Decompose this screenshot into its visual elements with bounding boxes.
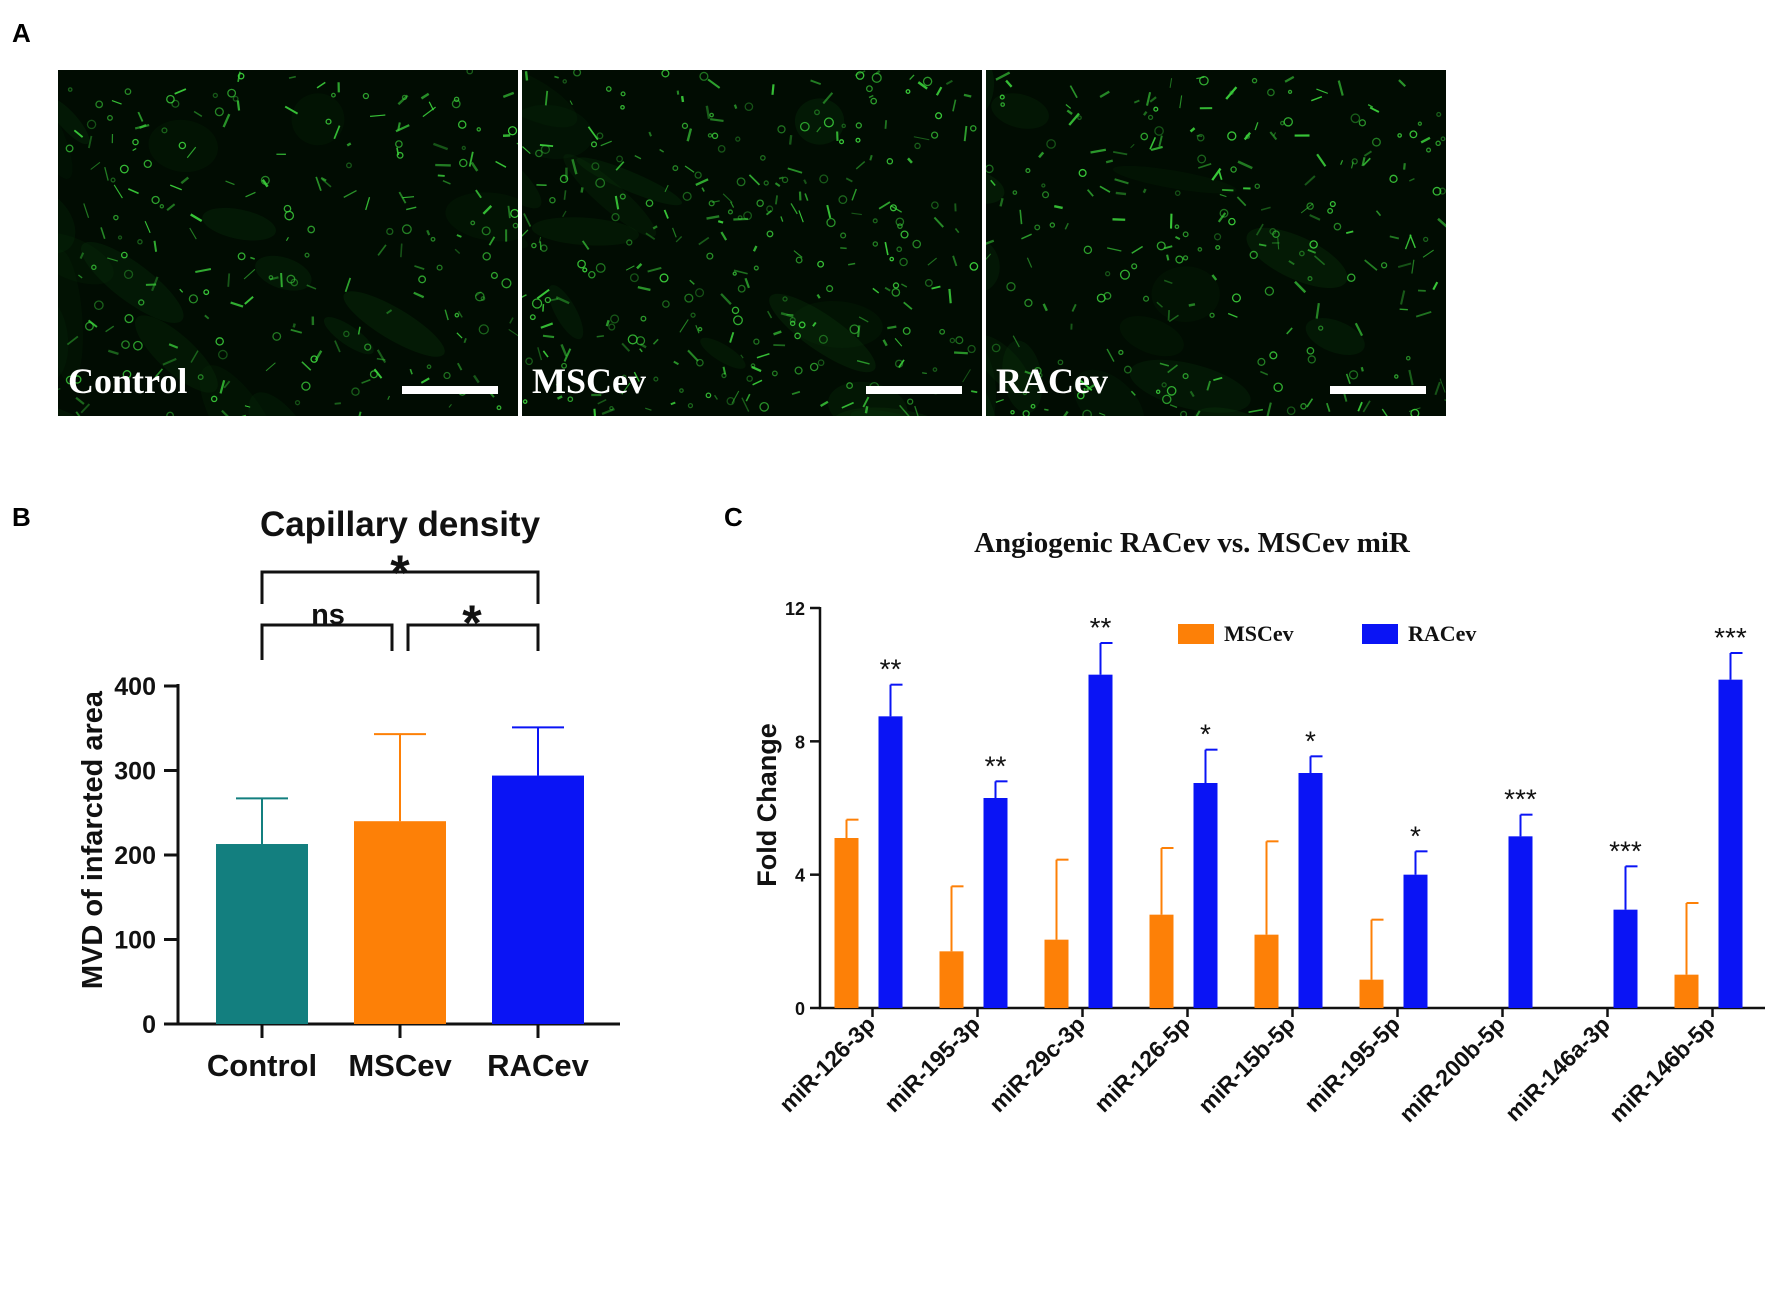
- y-tick-label: 12: [785, 599, 805, 619]
- sig-label-control-racev: *: [390, 545, 410, 601]
- bar-mscev: [1149, 914, 1174, 1008]
- y-tick-label: 0: [795, 999, 805, 1019]
- sig-label: *: [1410, 820, 1421, 851]
- x-tick-label: miR-29c-3p: [984, 1011, 1090, 1117]
- bar-mscev: [354, 821, 446, 1024]
- x-tick-label: miR-146b-5p: [1604, 1011, 1720, 1127]
- capillary-density-chart: Capillary density MVD of infarcted area …: [77, 505, 620, 1080]
- y-tick-label: 200: [114, 842, 156, 870]
- bar-mscev: [834, 838, 859, 1008]
- sig-label: ***: [1609, 835, 1642, 866]
- sig-label-ns: ns: [311, 599, 345, 631]
- x-tick-label: miR-126-3p: [774, 1011, 880, 1117]
- y-tick-label: 400: [114, 673, 156, 701]
- panel-label-b: B: [12, 502, 31, 532]
- bar-racev: [983, 798, 1008, 1008]
- bracket-mscev-racev: [406, 623, 540, 651]
- sig-label: **: [1090, 612, 1112, 643]
- sig-label: ***: [1504, 784, 1537, 815]
- x-tick-label: RACev: [487, 1048, 589, 1080]
- bracket-control-racev: [260, 570, 540, 604]
- scale-bar: [866, 386, 962, 394]
- y-tick-label: 4: [795, 866, 805, 886]
- x-tick-label: Control: [207, 1048, 317, 1080]
- micrograph-control-image: [58, 70, 518, 416]
- bracket-control-mscev: [260, 623, 394, 660]
- sig-label-mscev-racev: *: [462, 595, 482, 651]
- micrograph-label-racev: RACev: [996, 361, 1108, 401]
- bar-racev: [1088, 674, 1113, 1008]
- x-tick-label: miR-200b-5p: [1394, 1011, 1510, 1127]
- x-tick-label: miR-15b-5p: [1193, 1011, 1300, 1118]
- y-tick-label: 100: [114, 927, 156, 955]
- bar-racev: [1718, 679, 1743, 1008]
- chart-b-ylabel: MVD of infarcted area: [77, 690, 109, 989]
- sig-label: **: [880, 654, 902, 685]
- micrograph-control: Control: [58, 70, 518, 416]
- micrograph-label-mscev: MSCev: [532, 361, 646, 401]
- micrograph-mscev-image: [522, 70, 979, 416]
- bar-racev: [1613, 909, 1638, 1008]
- bar-racev: [492, 775, 584, 1024]
- bar-racev: [878, 716, 903, 1008]
- bar-racev: [1298, 773, 1323, 1008]
- scale-bar: [402, 386, 498, 394]
- y-tick-label: 300: [114, 758, 156, 786]
- legend-swatch-mscev: [1178, 624, 1214, 644]
- x-tick-label: miR-195-3p: [879, 1011, 985, 1117]
- micrograph-label-control: Control: [68, 361, 188, 401]
- panel-label-a: A: [12, 18, 31, 48]
- bar-racev: [1193, 783, 1218, 1008]
- bar-control: [216, 844, 308, 1024]
- x-tick-label: miR-195-5p: [1299, 1011, 1405, 1117]
- bar-mscev: [1674, 974, 1699, 1008]
- bar-mscev: [1359, 979, 1384, 1008]
- sig-label: *: [1305, 725, 1316, 756]
- legend-label-mscev: MSCev: [1224, 621, 1294, 646]
- y-tick-label: 0: [142, 1011, 156, 1039]
- x-tick-label: MSCev: [348, 1048, 452, 1080]
- micrograph-racev: RACev: [986, 70, 1446, 416]
- bar-mscev: [939, 951, 964, 1008]
- bar-mscev: [1254, 934, 1279, 1008]
- panel-label-c: C: [724, 502, 743, 532]
- legend: MSCev RACev: [1178, 621, 1476, 646]
- bar-racev: [1508, 836, 1533, 1008]
- y-tick-label: 8: [795, 732, 805, 752]
- x-tick-label: miR-126-5p: [1089, 1011, 1195, 1117]
- sig-label: ***: [1714, 622, 1747, 653]
- chart-b-title: Capillary density: [260, 505, 541, 544]
- bar-racev: [1403, 874, 1428, 1008]
- chart-c-title: Angiogenic RACev vs. MSCev miR: [974, 527, 1411, 559]
- fold-change-chart: Angiogenic RACev vs. MSCev miR Fold Chan…: [752, 527, 1765, 1127]
- legend-swatch-racev: [1362, 624, 1398, 644]
- micrograph-mscev: MSCev: [522, 70, 982, 416]
- sig-label: *: [1200, 719, 1211, 750]
- x-tick-label: miR-146a-3p: [1500, 1011, 1615, 1126]
- legend-label-racev: RACev: [1408, 621, 1476, 646]
- scale-bar: [1330, 386, 1426, 394]
- sig-label: **: [985, 750, 1007, 781]
- bar-mscev: [1044, 939, 1069, 1008]
- micrograph-racev-image: [986, 70, 1446, 416]
- chart-c-ylabel: Fold Change: [752, 723, 782, 887]
